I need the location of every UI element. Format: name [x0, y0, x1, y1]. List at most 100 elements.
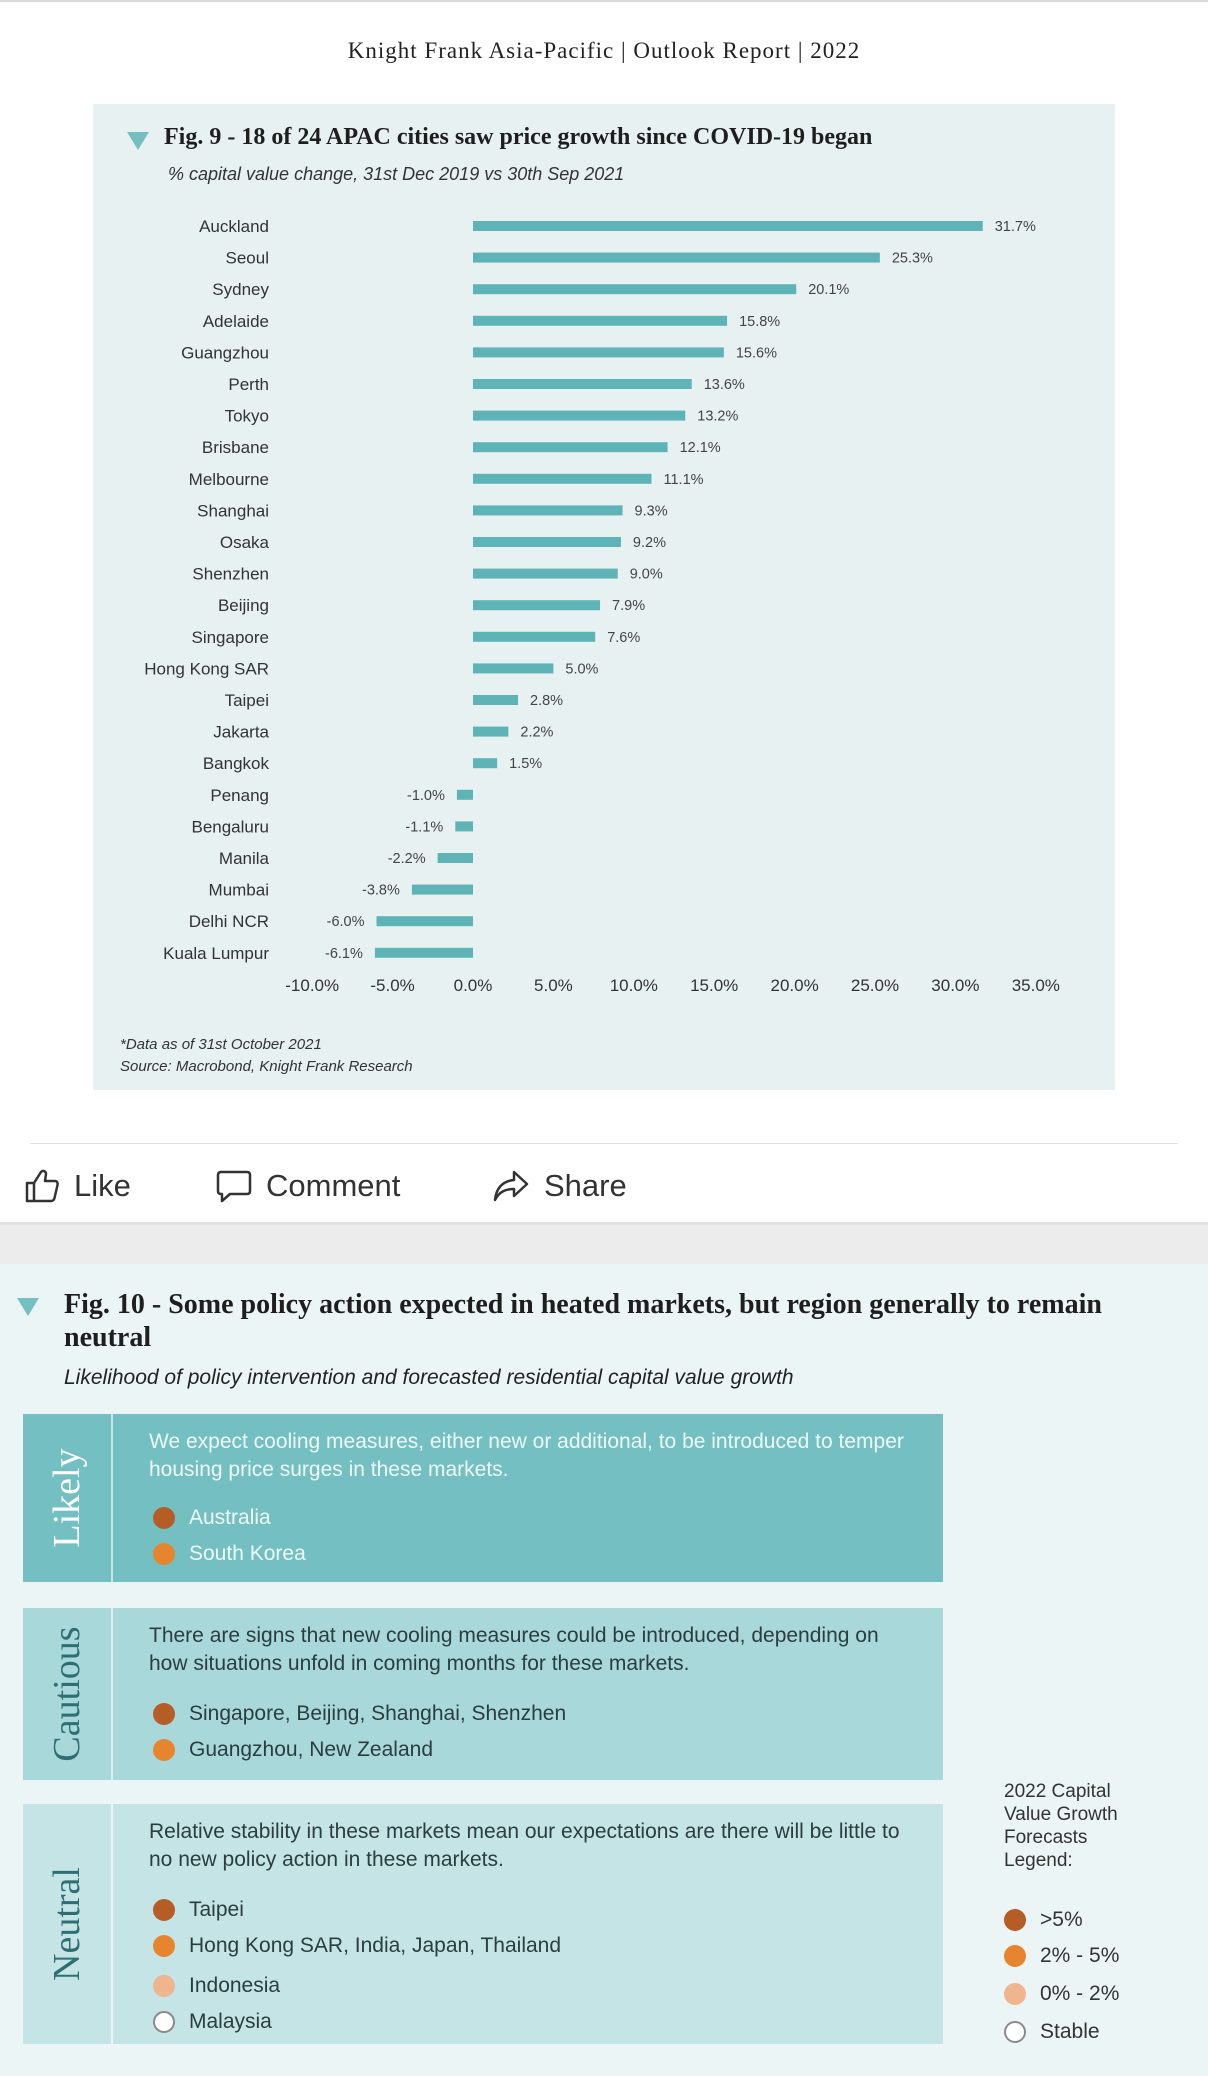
comment-label: Comment: [266, 1168, 401, 1203]
list-item: Hong Kong SAR, India, Japan, Thailand: [153, 1934, 561, 1958]
data-label: 11.1%: [663, 472, 703, 488]
gt5-dot-icon: [153, 1899, 175, 1921]
x-tick-label: 35.0%: [1012, 976, 1060, 995]
share-button[interactable]: Share: [492, 1160, 627, 1212]
x-tick-label: 0.0%: [454, 976, 493, 995]
legend-label: >5%: [1040, 1908, 1083, 1931]
bar: [473, 568, 618, 579]
data-label: -2.2%: [388, 851, 426, 867]
data-label: 13.6%: [704, 377, 745, 393]
bar: [473, 473, 652, 484]
bar: [473, 631, 596, 642]
bar: [473, 442, 668, 453]
legend-label: 2% - 5%: [1040, 1944, 1120, 1967]
bar: [473, 379, 692, 389]
2to5-dot-icon: [1004, 1945, 1026, 1967]
comment-icon: [216, 1170, 252, 1203]
post-separator: [0, 1222, 1208, 1264]
data-label: 25.3%: [892, 251, 933, 267]
data-label: 31.7%: [995, 219, 1036, 235]
data-label: 15.8%: [739, 314, 780, 330]
like-button[interactable]: Like: [24, 1160, 131, 1212]
data-label: 1.5%: [509, 756, 542, 772]
bar: [473, 663, 554, 674]
bar: [473, 537, 621, 547]
cautious-side: Cautious: [23, 1608, 113, 1780]
stable-dot-icon: [1004, 2021, 1026, 2043]
fig9-chart-panel: Fig. 9 - 18 of 24 APAC cities saw price …: [93, 104, 1115, 1090]
category-label: Shenzhen: [192, 565, 269, 584]
category-label: Mumbai: [209, 881, 269, 900]
cautious-label: Cautious: [46, 1626, 88, 1762]
source-note: Source: Macrobond, Knight Frank Research: [120, 1058, 413, 1075]
bar: [473, 221, 983, 231]
data-label: 13.2%: [697, 409, 738, 425]
data-label: 9.3%: [635, 503, 668, 519]
action-bar: Like Comment Share: [0, 1160, 1208, 1212]
data-label: 7.9%: [612, 598, 645, 614]
fig10-panel: Fig. 10 - Some policy action expected in…: [0, 1264, 1208, 2076]
item-label: Australia: [189, 1506, 271, 1529]
bar-chart: Auckland 31.7% Seoul 25.3% Sydney 20.1% Adelai…: [144, 217, 1060, 995]
fig10-subtitle: Likelihood of policy intervention and fo…: [64, 1366, 794, 1389]
legend-item: Stable: [1004, 2020, 1100, 2044]
data-label: 5.0%: [565, 661, 598, 677]
share-label: Share: [544, 1168, 627, 1203]
bar: [456, 789, 473, 800]
data-label: 2.8%: [530, 693, 563, 709]
neutral-label: Neutral: [46, 1867, 88, 1981]
like-label: Like: [74, 1168, 131, 1203]
triangle-marker-icon: [127, 132, 149, 150]
0to2-dot-icon: [1004, 1983, 1026, 2005]
fig10-title: Fig. 10 - Some policy action expected in…: [64, 1289, 1102, 1353]
gt5-dot-icon: [153, 1507, 175, 1529]
likely-label: Likely: [46, 1448, 88, 1548]
x-tick-label: 5.0%: [534, 976, 573, 995]
item-label: Indonesia: [189, 1974, 281, 1997]
thumbs-up-icon: [25, 1169, 59, 1203]
category-label: Hong Kong SAR: [144, 659, 269, 678]
0to2-dot-icon: [153, 1975, 175, 1997]
list-item: South Korea: [153, 1542, 306, 1566]
x-tick-label: 20.0%: [770, 976, 818, 995]
report-header: Knight Frank Asia-Pacific | Outlook Repo…: [347, 38, 861, 63]
category-label: Bangkok: [203, 754, 270, 773]
data-label: 20.1%: [808, 282, 849, 298]
data-label: -1.0%: [407, 788, 445, 804]
cautious-box: Cautious There are signs that new coolin…: [23, 1608, 943, 1780]
bar: [473, 758, 498, 769]
legend-item: >5%: [1004, 1908, 1083, 1932]
bar: [437, 853, 473, 863]
bar: [376, 916, 473, 927]
comment-button[interactable]: Comment: [216, 1160, 400, 1212]
category-label: Taipei: [225, 691, 269, 710]
stable-dot-icon: [153, 2011, 175, 2033]
item-label: Taipei: [189, 1898, 244, 1921]
legend-label: Stable: [1040, 2020, 1100, 2043]
category-label: Delhi NCR: [189, 912, 269, 931]
legend: 2022 Capital Value Growth Forecasts Lege…: [1004, 1780, 1154, 2043]
category-label: Brisbane: [202, 438, 269, 457]
gt5-dot-icon: [1004, 1909, 1026, 1931]
data-label: -6.1%: [325, 946, 363, 962]
legend-title: 2022 Capital Value Growth Forecasts Lege…: [1004, 1781, 1118, 1871]
data-label: -1.1%: [405, 819, 443, 835]
bar: [374, 947, 473, 958]
share-icon: [493, 1170, 529, 1202]
chart-subtitle: % capital value change, 31st Dec 2019 vs…: [168, 164, 625, 184]
category-label: Perth: [228, 375, 269, 394]
data-label: 9.0%: [630, 567, 663, 583]
top-border: [0, 0, 1208, 2]
category-label: Guangzhou: [181, 343, 269, 362]
data-note: *Data as of 31st October 2021: [120, 1036, 322, 1053]
x-tick-label: 30.0%: [931, 976, 979, 995]
item-label: Malaysia: [189, 2010, 272, 2033]
neutral-box: Neutral Relative stability in these mark…: [23, 1804, 943, 2044]
data-label: 9.2%: [633, 535, 666, 551]
neutral-side: Neutral: [23, 1804, 113, 2044]
list-item: Singapore, Beijing, Shanghai, Shenzhen: [153, 1702, 566, 1726]
bar: [473, 505, 623, 516]
item-label: Singapore, Beijing, Shanghai, Shenzhen: [189, 1702, 567, 1725]
likely-description: We expect cooling measures, either new o…: [149, 1430, 904, 1481]
chart-footnote: *Data as of 31st October 2021 Source: Ma…: [120, 1034, 413, 1078]
